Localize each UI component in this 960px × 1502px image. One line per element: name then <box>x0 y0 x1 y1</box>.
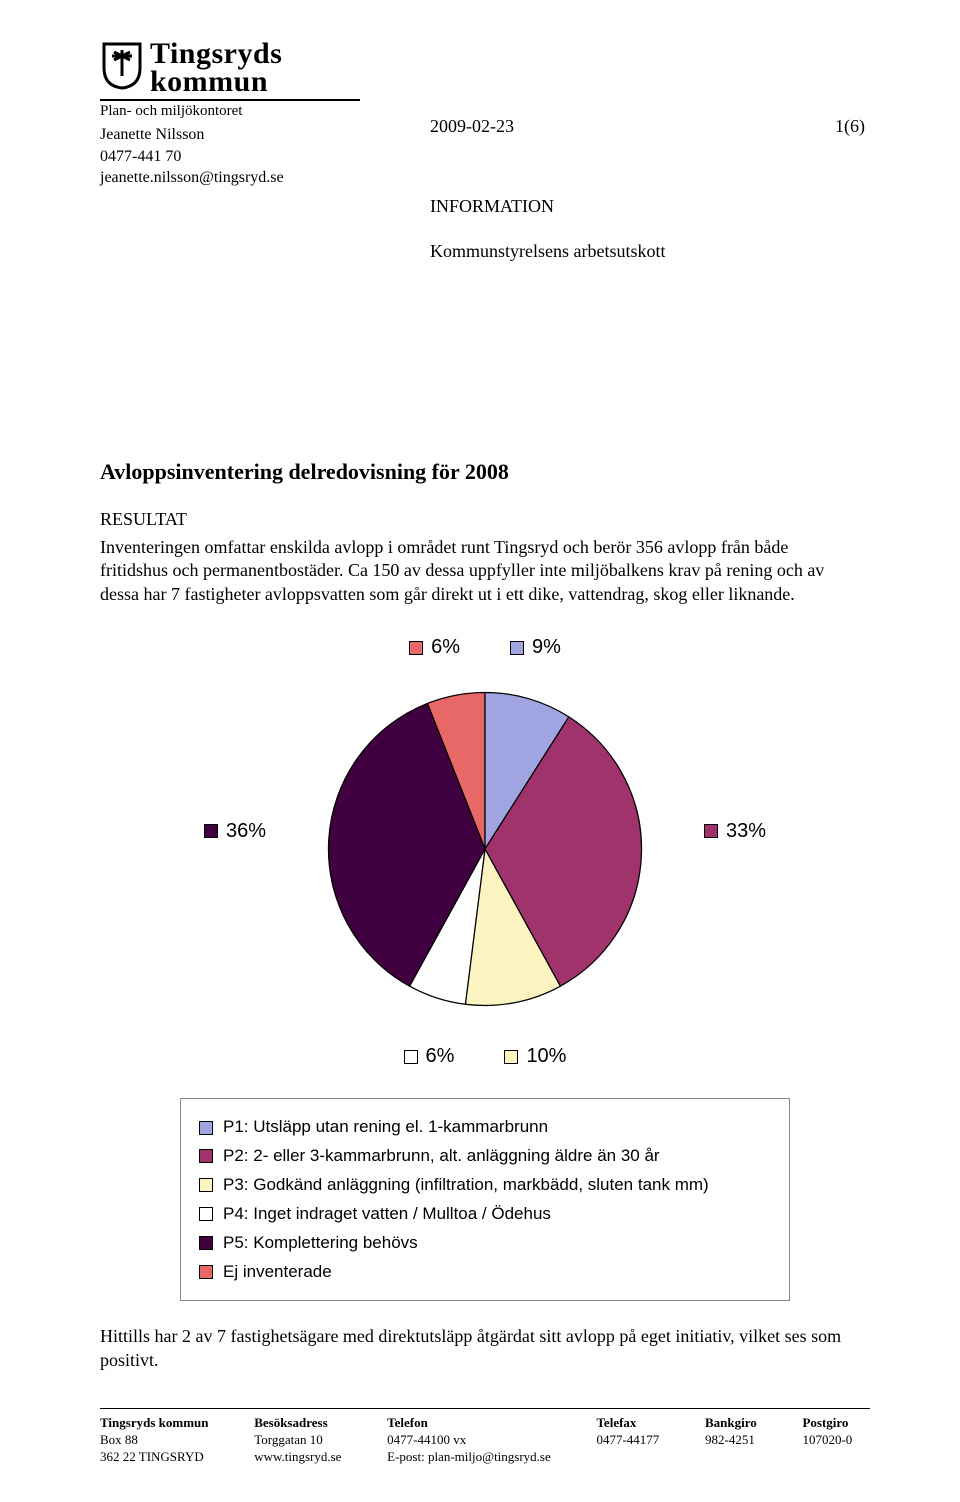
pct-label-6a: 6% <box>409 636 460 659</box>
f-col3-l2: E-post: plan-miljo@tingsryd.se <box>387 1449 568 1466</box>
legend-text: Ej inventerade <box>223 1258 332 1287</box>
legend-text: P3: Godkänd anläggning (infiltration, ma… <box>223 1171 709 1200</box>
logo-underline <box>100 99 360 101</box>
legend-swatch <box>199 1265 213 1279</box>
pie-chart-area: 6% 9% 36% 33% 6% <box>100 636 870 1301</box>
logo-line1: Tingsryds <box>150 40 282 68</box>
pie-chart <box>305 669 665 1029</box>
legend-row: P1: Utsläpp utan rening el. 1-kammarbrun… <box>199 1113 771 1142</box>
pct-9: 9% <box>532 636 561 659</box>
chart-legend: P1: Utsläpp utan rening el. 1-kammarbrun… <box>180 1098 790 1301</box>
f-col6-l1: 107020-0 <box>802 1432 870 1449</box>
doc-date: 2009-02-23 <box>430 116 514 137</box>
author-email: jeanette.nilsson@tingsryd.se <box>100 167 870 189</box>
shield-icon <box>100 40 144 90</box>
f-col4-l1: 0477-44177 <box>596 1432 677 1449</box>
logo-block: Tingsryds kommun <box>100 40 282 95</box>
swatch-p3 <box>504 1050 518 1064</box>
f-col4-l2 <box>596 1449 677 1466</box>
legend-text: P2: 2- eller 3-kammarbrunn, alt. anläggn… <box>223 1142 660 1171</box>
pct-36: 36% <box>226 820 266 843</box>
pct-6a: 6% <box>431 636 460 659</box>
f-col3-l1: 0477-44100 vx <box>387 1432 568 1449</box>
f-col1-l1: Box 88 <box>100 1432 226 1449</box>
swatch-p2 <box>704 824 718 838</box>
result-label: RESULTAT <box>100 509 870 530</box>
f-col5-l2 <box>705 1449 774 1466</box>
legend-row: P2: 2- eller 3-kammarbrunn, alt. anläggn… <box>199 1142 771 1171</box>
legend-row: P5: Komplettering behövs <box>199 1229 771 1258</box>
swatch-p5 <box>204 824 218 838</box>
f-col5-l1: 982-4251 <box>705 1432 774 1449</box>
pct-label-10: 10% <box>504 1045 566 1068</box>
recipient: Kommunstyrelsens arbetsutskott <box>430 240 665 263</box>
paragraph-2: Hittills har 2 av 7 fastighetsägare med … <box>100 1325 850 1372</box>
page-number: 1(6) <box>835 116 865 137</box>
header: Tingsryds kommun <box>100 40 870 95</box>
f-col2-l1: Torggatan 10 <box>254 1432 359 1449</box>
chart-top-labels: 6% 9% <box>100 636 870 659</box>
f-col3-h: Telefon <box>387 1415 428 1430</box>
legend-row: P3: Godkänd anläggning (infiltration, ma… <box>199 1171 771 1200</box>
page-title: Avloppsinventering delredovisning för 20… <box>100 459 870 485</box>
swatch-p1 <box>510 641 524 655</box>
legend-swatch <box>199 1236 213 1250</box>
legend-row: Ej inventerade <box>199 1258 771 1287</box>
legend-text: P5: Komplettering behövs <box>223 1229 418 1258</box>
legend-swatch <box>199 1149 213 1163</box>
pct-label-6b: 6% <box>404 1045 455 1068</box>
legend-text: P4: Inget indraget vatten / Mulltoa / Öd… <box>223 1200 551 1229</box>
f-col6-l2 <box>802 1449 870 1466</box>
legend-row: P4: Inget indraget vatten / Mulltoa / Öd… <box>199 1200 771 1229</box>
doc-type: INFORMATION <box>430 196 554 217</box>
pct-label-9: 9% <box>510 636 561 659</box>
legend-swatch <box>199 1121 213 1135</box>
page: Tingsryds kommun Plan- och miljökontoret… <box>0 0 960 1486</box>
legend-text: P1: Utsläpp utan rening el. 1-kammarbrun… <box>223 1113 548 1142</box>
f-col1-h: Tingsryds kommun <box>100 1415 209 1430</box>
swatch-ej <box>409 641 423 655</box>
logo-line2: kommun <box>150 68 282 96</box>
f-col5-h: Bankgiro <box>705 1415 757 1430</box>
pct-10: 10% <box>526 1045 566 1068</box>
legend-swatch <box>199 1207 213 1221</box>
f-col6-h: Postgiro <box>802 1415 848 1430</box>
pct-33: 33% <box>726 820 766 843</box>
footer: Tingsryds kommun Besöksadress Telefon Te… <box>100 1408 870 1466</box>
pct-6b: 6% <box>426 1045 455 1068</box>
author-phone: 0477-441 70 <box>100 146 870 168</box>
f-col2-h: Besöksadress <box>254 1415 327 1430</box>
swatch-p4 <box>404 1050 418 1064</box>
chart-bot-labels: 6% 10% <box>100 1045 870 1068</box>
f-col2-l2: www.tingsryd.se <box>254 1449 359 1466</box>
f-col4-h: Telefax <box>596 1415 636 1430</box>
f-col1-l2: 362 22 TINGSRYD <box>100 1449 226 1466</box>
legend-swatch <box>199 1178 213 1192</box>
paragraph-1: Inventeringen omfattar enskilda avlopp i… <box>100 536 850 606</box>
